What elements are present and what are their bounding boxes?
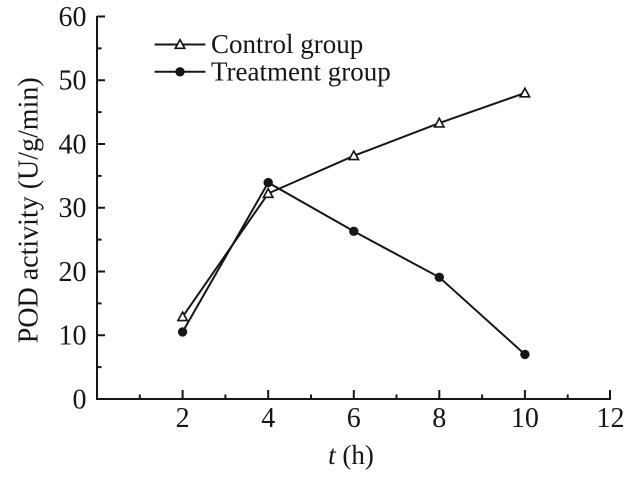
svg-text:2: 2 <box>176 403 190 434</box>
svg-text:40: 40 <box>59 129 87 160</box>
svg-text:10: 10 <box>59 321 87 352</box>
svg-text:Control group: Control group <box>211 29 363 59</box>
svg-text:0: 0 <box>73 384 87 415</box>
svg-text:Treatment group: Treatment group <box>211 57 391 87</box>
svg-text:8: 8 <box>432 403 446 434</box>
svg-text:60: 60 <box>59 2 87 33</box>
svg-text:POD activity (U/g/min): POD activity (U/g/min) <box>13 77 44 343</box>
svg-text:12: 12 <box>597 403 625 434</box>
svg-text:50: 50 <box>59 66 87 97</box>
svg-text:10: 10 <box>511 403 539 434</box>
svg-text:6: 6 <box>347 403 361 434</box>
svg-text:t (h): t (h) <box>328 440 374 470</box>
svg-text:30: 30 <box>59 193 87 224</box>
svg-text:4: 4 <box>261 403 275 434</box>
svg-text:20: 20 <box>59 257 87 288</box>
